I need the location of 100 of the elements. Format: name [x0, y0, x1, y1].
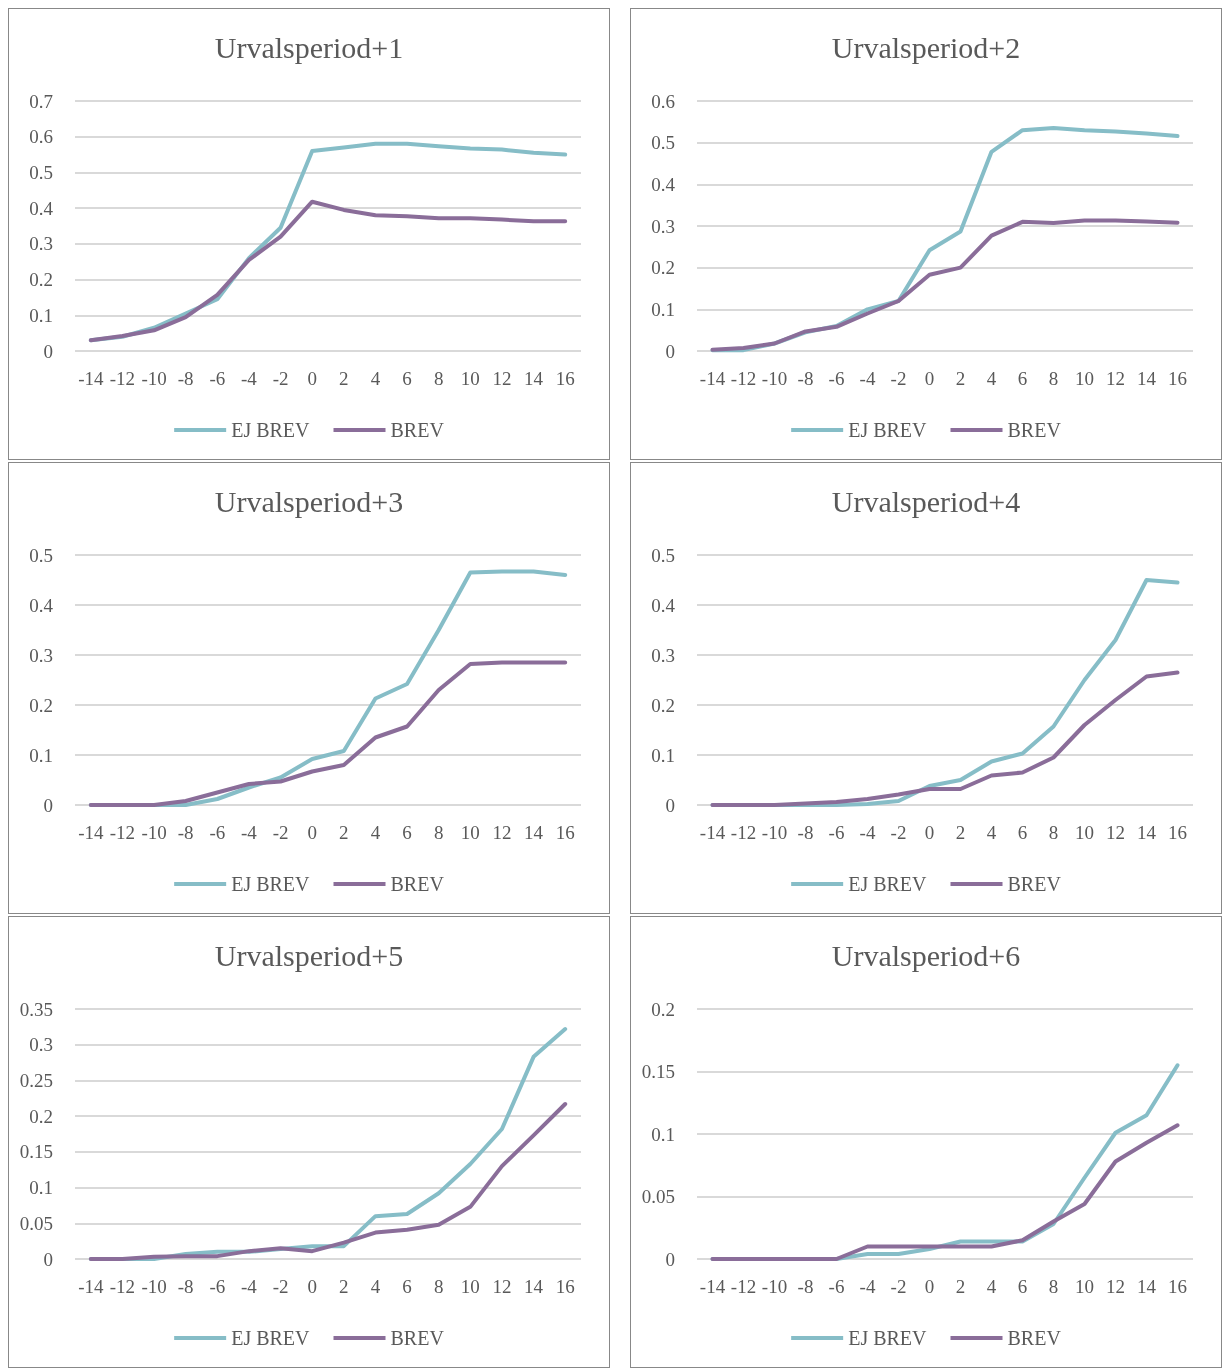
x-tick-label: -2	[890, 1276, 907, 1297]
y-tick-label: 0.1	[651, 1123, 675, 1145]
line-series	[710, 670, 1180, 807]
x-tick-label: -2	[272, 1276, 289, 1297]
x-tick-label: -6	[828, 1276, 845, 1297]
legend-label: BREV	[390, 1327, 445, 1349]
x-tick-label: 16	[555, 822, 575, 843]
x-tick-label: -4	[241, 368, 258, 389]
legend-label: EJ BREV	[848, 419, 928, 441]
x-tick-label: -14	[78, 822, 104, 843]
y-tick-label: 0	[665, 794, 675, 816]
x-tick-label: -6	[209, 822, 226, 843]
x-tick-label: 0	[924, 822, 935, 843]
x-tick-label: 16	[555, 368, 575, 389]
chart-title: Urvalsperiod+4	[831, 484, 1021, 518]
x-tick-label: -10	[761, 1276, 788, 1297]
line-series	[710, 1123, 1180, 1261]
y-tick-label: 0.3	[651, 644, 675, 666]
x-tick-label: -6	[209, 1276, 226, 1297]
x-tick-label: 2	[339, 368, 349, 389]
y-tick-label: 0.3	[651, 215, 675, 237]
x-tick-label: 16	[1168, 1276, 1187, 1297]
y-tick-label: 0	[43, 340, 53, 362]
y-tick-label: 0.1	[29, 304, 53, 326]
x-tick-label: 12	[492, 1276, 512, 1297]
x-tick-label: 0	[307, 1276, 317, 1297]
legend-label: EJ BREV	[848, 1327, 928, 1349]
y-tick-label: 0.6	[29, 126, 53, 148]
line-series	[88, 1102, 568, 1261]
line-series	[710, 218, 1180, 352]
x-tick-label: 0	[307, 822, 317, 843]
x-tick-label: 14	[1137, 822, 1157, 843]
x-tick-label: -8	[177, 822, 194, 843]
legend-label: BREV	[390, 419, 445, 441]
x-tick-label: -4	[859, 368, 876, 389]
x-tick-label: 10	[1075, 368, 1094, 389]
x-tick-label: -8	[797, 822, 814, 843]
x-tick-label: 6	[402, 1276, 412, 1297]
y-tick-label: 0.4	[651, 594, 676, 616]
x-tick-label: -6	[828, 822, 845, 843]
x-tick-label: -4	[241, 822, 258, 843]
legend-label: BREV	[1007, 1327, 1062, 1349]
x-tick-label: 4	[986, 368, 997, 389]
x-tick-label: 8	[1048, 368, 1059, 389]
x-tick-label: 8	[433, 822, 444, 843]
x-tick-label: 10	[460, 1276, 480, 1297]
x-tick-label: 6	[1017, 1276, 1028, 1297]
legend-label: EJ BREV	[848, 873, 928, 895]
x-tick-label: -10	[141, 822, 167, 843]
x-tick-label: -4	[859, 1276, 876, 1297]
x-tick-label: 4	[986, 822, 997, 843]
y-tick-label: 0.05	[641, 1186, 675, 1207]
y-tick-label: 0.2	[29, 269, 53, 291]
legend-label: BREV	[1007, 419, 1062, 441]
x-tick-label: -4	[241, 1276, 258, 1297]
legend-label: BREV	[390, 873, 445, 895]
x-tick-label: -12	[730, 1276, 757, 1297]
x-tick-label: 2	[955, 822, 966, 843]
x-tick-label: -8	[797, 1276, 814, 1297]
y-tick-label: 0	[665, 340, 675, 362]
y-tick-label: 0.4	[29, 197, 54, 219]
y-tick-label: 0	[43, 1248, 53, 1270]
chart-title: Urvalsperiod+5	[214, 938, 404, 972]
x-tick-label: -12	[109, 822, 136, 843]
y-tick-label: 0.2	[651, 998, 675, 1020]
x-tick-label: -4	[859, 822, 876, 843]
chart-title: Urvalsperiod+2	[831, 30, 1021, 64]
y-tick-label: 0.1	[651, 744, 675, 766]
x-tick-label: 8	[1048, 822, 1059, 843]
x-tick-label: 8	[1048, 1276, 1059, 1297]
x-tick-label: -14	[78, 368, 104, 389]
y-tick-label: 0.25	[19, 1069, 53, 1091]
y-tick-label: 0.5	[651, 132, 675, 154]
y-tick-label: 0.15	[19, 1141, 53, 1163]
x-tick-label: -14	[699, 822, 726, 843]
x-tick-label: 0	[924, 368, 935, 389]
y-tick-label: 0.5	[29, 161, 53, 183]
y-tick-label: 0.5	[29, 544, 53, 566]
x-tick-label: 0	[924, 1276, 935, 1297]
x-tick-label: 12	[1106, 822, 1125, 843]
y-tick-label: 0.2	[651, 694, 675, 716]
x-tick-label: -14	[699, 1276, 726, 1297]
y-tick-label: 0.4	[29, 594, 54, 616]
x-tick-label: -2	[890, 368, 907, 389]
y-tick-label: 0	[665, 1248, 675, 1270]
x-tick-label: -10	[761, 822, 788, 843]
x-tick-label: 14	[524, 822, 544, 843]
x-tick-label: -10	[141, 368, 167, 389]
x-tick-label: -10	[141, 1276, 167, 1297]
x-tick-label: -6	[209, 368, 226, 389]
y-tick-label: 0.5	[651, 544, 675, 566]
x-tick-label: -2	[272, 368, 289, 389]
x-tick-label: 8	[433, 368, 444, 389]
x-tick-label: 6	[1017, 822, 1028, 843]
legend-label: EJ BREV	[231, 1327, 311, 1349]
x-tick-label: -14	[699, 368, 726, 389]
x-tick-label: -8	[177, 368, 194, 389]
x-tick-label: -6	[828, 368, 845, 389]
x-tick-label: 14	[1137, 368, 1157, 389]
y-tick-label: 0.1	[29, 744, 53, 766]
